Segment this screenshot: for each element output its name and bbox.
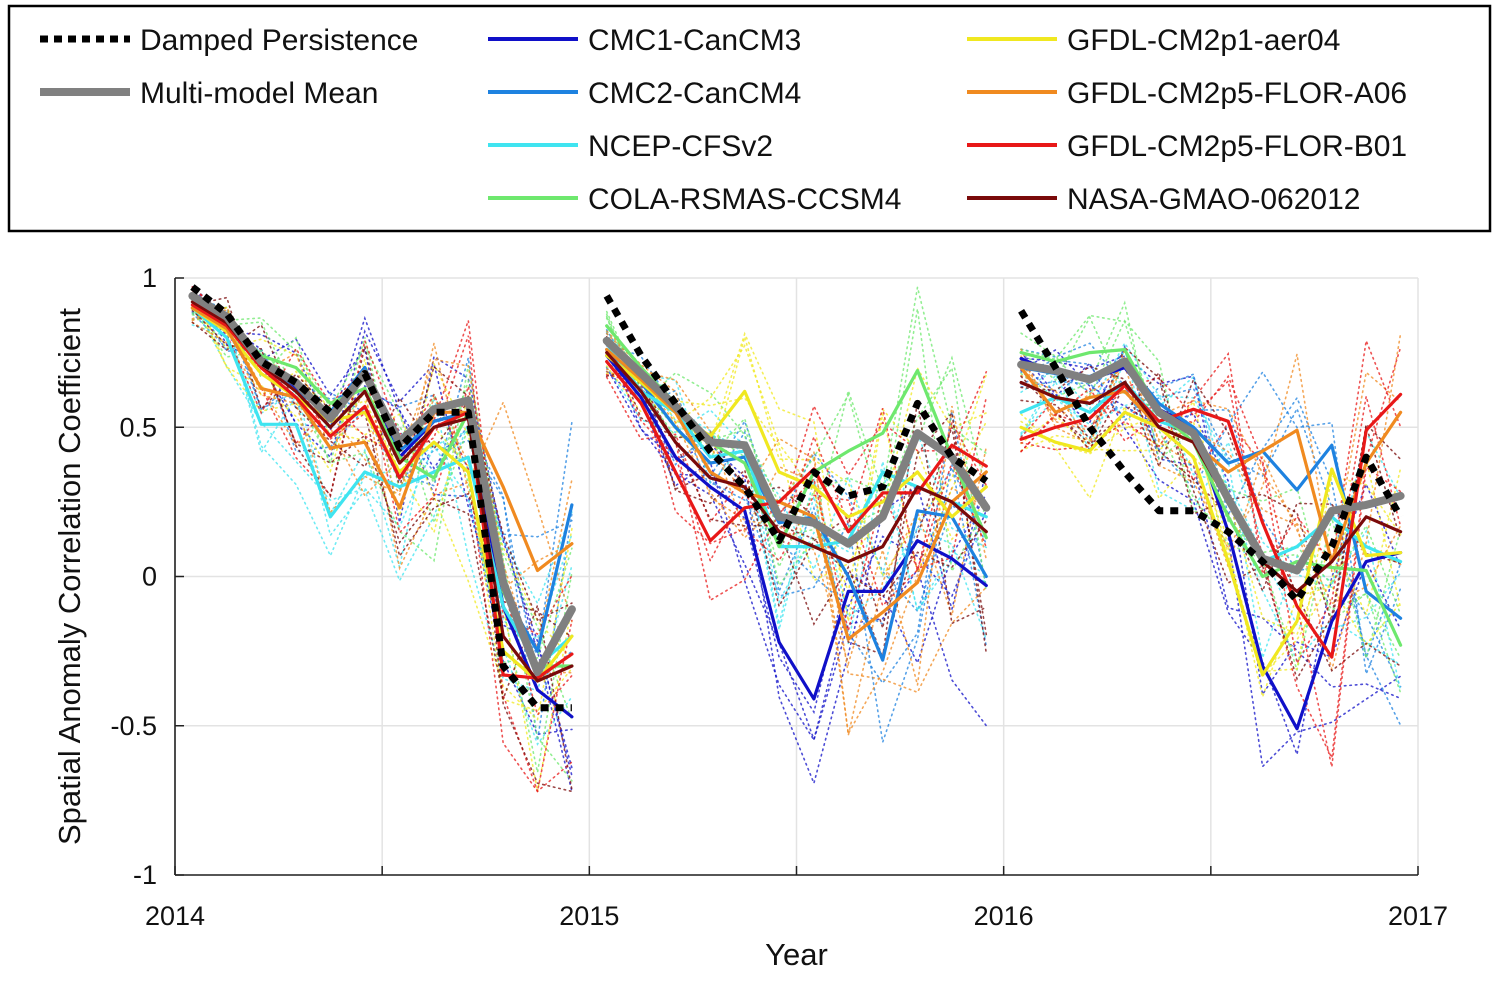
ensemble-line-cola-rsmas-ccsm4 [1020,314,1402,674]
y-tick-label: -0.5 [110,711,157,741]
legend-label-ncep-cfsv2: NCEP-CFSv2 [588,130,773,163]
legend-label-gfdl-cm2p5-flor-a06: GFDL-CM2p5-FLOR-A06 [1067,77,1407,110]
y-tick-label: 1 [142,263,157,293]
legend-label-nasa-gmao-062012: NASA-GMAO-062012 [1067,183,1360,216]
legend: Damped Persistence Multi-model Mean CMC1-C… [7,4,1492,233]
ensemble-line-ncep-cfsv2 [191,315,573,606]
series-lines [188,284,1405,731]
series-line-cmc1-cancm3-segment-2 [605,354,988,701]
series-line-gfdl-cm2p5-flor-b01-segment-2 [605,360,988,543]
ensemble-line-nasa-gmao-062012 [605,367,988,655]
ensemble-line-gfdl-cm2p5-flor-b01 [1020,337,1402,577]
legend-label-cmc1-cancm3: CMC1-CanCM3 [588,24,801,57]
ensemble-line-gfdl-cm2p5-flor-b01 [605,373,988,608]
x-tick-label: 2015 [559,901,619,931]
ensemble-line-gfdl-cm2p1-aer04 [191,301,573,792]
x-tick-label: 2014 [145,901,205,931]
ensemble-line-gfdl-cm2p5-flor-a06 [1020,347,1402,605]
ensemble-line-nasa-gmao-062012 [605,355,988,656]
ensemble-line-gfdl-cm2p1-aer04 [191,296,573,712]
x-tick-label: 2016 [974,901,1034,931]
series-line-damped-persistence-segment-2 [603,294,989,545]
ensemble-line-gfdl-cm2p1-aer04 [605,331,988,622]
series-line-gfdl-cm2p5-flor-a06-segment-3 [1019,366,1403,564]
ensemble-line-ncep-cfsv2 [605,330,988,641]
ensemble-line-gfdl-cm2p1-aer04 [191,286,573,661]
ensemble-line-gfdl-cm2p1-aer04 [1020,413,1402,676]
ensemble-line-nasa-gmao-062012 [1020,371,1402,681]
series-line-damped-persistence-segment-1 [190,284,572,712]
ensemble-line-gfdl-cm2p5-flor-a06 [605,330,988,686]
ensemble-line-gfdl-cm2p1-aer04 [191,305,573,722]
series-line-cola-rsmas-ccsm4-segment-3 [1019,348,1403,647]
ensemble-line-cmc1-cancm3 [605,366,988,715]
ensemble-line-gfdl-cm2p5-flor-b01 [1020,374,1402,768]
ensemble-line-cola-rsmas-ccsm4 [1020,315,1402,694]
y-tick-label: -1 [133,860,157,890]
x-tick-label: 2017 [1388,901,1448,931]
y-tick-label: 0.5 [119,412,157,442]
ensemble-line-cmc1-cancm3 [191,310,573,736]
ensemble-line-nasa-gmao-062012 [191,321,573,621]
y-axis-title: Spatial Anomaly Correlation Coefficient [52,308,87,845]
y-tick-label: 0 [142,562,157,592]
series-line-nasa-gmao-062012-segment-2 [605,351,988,564]
legend-label-cola-rsmas-ccsm4: COLA-RSMAS-CCSM4 [588,183,901,216]
ensemble-line-ncep-cfsv2 [191,324,573,692]
ensemble-line-cmc1-cancm3 [1020,361,1402,758]
legend-label-cmc2-cancm4: CMC2-CanCM4 [588,77,801,110]
series-line-damped-persistence-segment-3 [1018,308,1404,604]
ensemble-line-cmc1-cancm3 [605,338,988,786]
ensemble-line-cmc1-cancm3 [605,370,988,742]
ensemble-line-gfdl-cm2p5-flor-a06 [1020,332,1402,670]
ensemble-line-gfdl-cm2p5-flor-b01 [605,349,988,572]
ensemble-line-cola-rsmas-ccsm4 [1020,319,1402,660]
ensemble-line-ncep-cfsv2 [191,305,573,641]
ensemble-line-cmc1-cancm3 [1020,344,1402,700]
legend-label-gfdl-cm2p1-aer04: GFDL-CM2p1-aer04 [1067,24,1340,57]
ensemble-line-cmc2-cancm4 [605,332,988,626]
legend-label-damped-persistence: Damped Persistence [140,24,418,57]
ensemble-line-cmc1-cancm3 [191,286,573,793]
series-line-multi-model-mean-segment-3 [1017,357,1405,575]
x-axis-title: Year [765,937,828,972]
legend-box [7,4,1492,233]
ensemble-line-gfdl-cm2p5-flor-a06 [605,368,988,737]
series-line-ncep-cfsv2-segment-1 [190,306,574,668]
ensemble-line-cmc2-cancm4 [191,286,573,538]
legend-label-gfdl-cm2p5-flor-b01: GFDL-CM2p5-FLOR-B01 [1067,130,1407,163]
series-line-gfdl-cm2p1-aer04-segment-3 [1019,410,1403,677]
ensemble-line-gfdl-cm2p5-flor-b01 [191,289,573,636]
ensemble-line-nasa-gmao-062012 [1020,368,1402,672]
series-line-gfdl-cm2p5-flor-a06-segment-1 [190,306,574,573]
ensemble-line-nasa-gmao-062012 [605,354,988,599]
ensemble-line-nasa-gmao-062012 [191,299,573,791]
axes: 1 0.5 0 -0.5 -1 2014 2015 2016 2017 Year Spatial A… [52,263,1448,972]
ensemble-line-cola-rsmas-ccsm4 [605,315,988,593]
legend-label-multi-model-mean: Multi-model Mean [140,77,378,110]
ensemble-line-ncep-cfsv2 [605,354,988,613]
ensemble-line-cmc2-cancm4 [605,361,988,743]
